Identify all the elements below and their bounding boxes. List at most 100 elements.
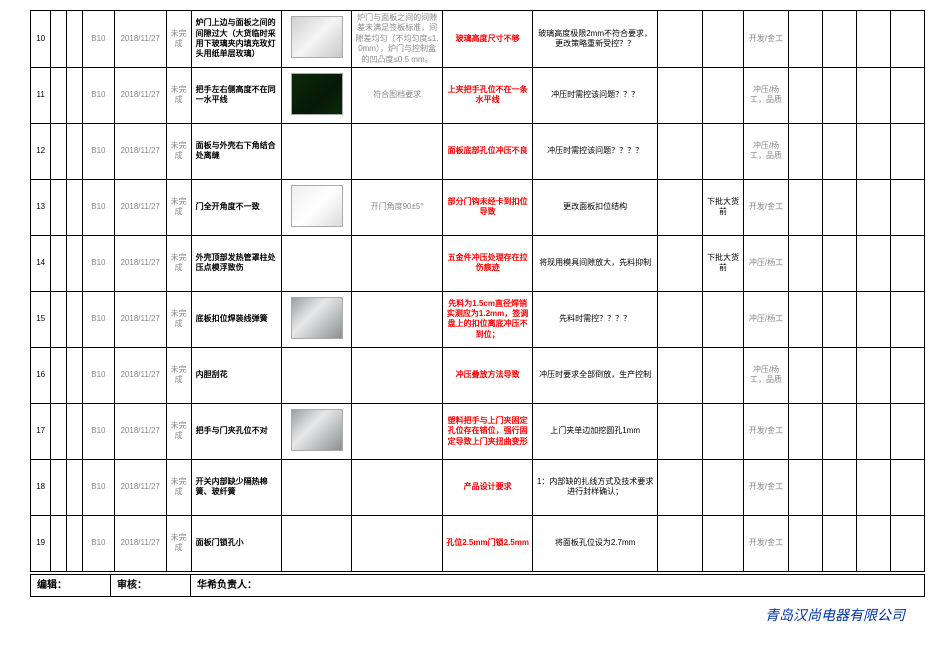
note: 符合图档要求 — [352, 67, 443, 123]
row-number: 17 — [31, 403, 51, 459]
due — [703, 123, 744, 179]
table-row: 19B102018/11/27未完成面板门锁孔小孔位2.5mm门锁2.5mm将面… — [31, 515, 925, 571]
table-row: 14B102018/11/27未完成外壳顶部发热管罩柱处压点模浮致伤五金件冲压处… — [31, 235, 925, 291]
action: 将面板孔位设为2.7mm — [533, 515, 657, 571]
due — [703, 515, 744, 571]
table-row: 10B102018/11/27未完成炉门上边与面板之间的间隙过大（大货临时采用下… — [31, 11, 925, 68]
root-cause: 上夹把手孔位不在一条水平线 — [442, 67, 533, 123]
description: 炉门上边与面板之间的间隙过大（大货临时采用下玻璃夹内填充玫灯头用纸单层玫璃） — [191, 11, 282, 68]
row-number: 19 — [31, 515, 51, 571]
action: 上门夹单边加挖圆孔1mm — [533, 403, 657, 459]
root-cause: 冲压叠放方法导致 — [442, 347, 533, 403]
description: 门全开角度不一致 — [191, 179, 282, 235]
status: 未完成 — [166, 67, 191, 123]
thumbnail-image — [291, 73, 343, 115]
thumbnail-image — [291, 409, 343, 451]
date: 2018/11/27 — [114, 123, 166, 179]
root-cause: 五金件冲压处理存在拉伤痕迹 — [442, 235, 533, 291]
image-cell — [282, 403, 352, 459]
status: 未完成 — [166, 291, 191, 347]
footer-owner: 华希负责人： — [191, 574, 925, 596]
root-cause: 玻璃高度尺寸不够 — [442, 11, 533, 68]
department: 冲压/杨工 — [743, 291, 788, 347]
date: 2018/11/27 — [114, 347, 166, 403]
description: 把手左右侧高度不在同一水平线 — [191, 67, 282, 123]
table-row: 18B102018/11/27未完成开关内部缺少隔热棉簧、玻纤簧产品设计要求1：… — [31, 459, 925, 515]
footer-edit: 编辑： — [31, 574, 111, 596]
status: 未完成 — [166, 235, 191, 291]
description: 把手与门夹孔位不对 — [191, 403, 282, 459]
image-cell — [282, 179, 352, 235]
action: 更改面板扣位结构 — [533, 179, 657, 235]
status: 未完成 — [166, 459, 191, 515]
due — [703, 347, 744, 403]
note — [352, 291, 443, 347]
department: 冲压/杨工 — [743, 235, 788, 291]
note — [352, 515, 443, 571]
description: 面板与外壳右下角结合处离缝 — [191, 123, 282, 179]
thumbnail-image — [291, 297, 343, 339]
due: 下批大货前 — [703, 235, 744, 291]
description: 开关内部缺少隔热棉簧、玻纤簧 — [191, 459, 282, 515]
root-cause: 面板底部孔位冲压不良 — [442, 123, 533, 179]
image-cell — [282, 459, 352, 515]
issues-table: 10B102018/11/27未完成炉门上边与面板之间的间隙过大（大货临时采用下… — [30, 10, 925, 572]
note — [352, 123, 443, 179]
date: 2018/11/27 — [114, 515, 166, 571]
image-cell — [282, 67, 352, 123]
product-code: B10 — [83, 123, 115, 179]
company-name: 青岛汉尚电器有限公司 — [30, 597, 925, 629]
root-cause: 孔位2.5mm门锁2.5mm — [442, 515, 533, 571]
root-cause: 塑料把手与上门夹固定孔位存在错位，强行固定导致上门夹扭曲变形 — [442, 403, 533, 459]
note: 开门角度90±5° — [352, 179, 443, 235]
product-code: B10 — [83, 403, 115, 459]
product-code: B10 — [83, 11, 115, 68]
description: 面板门锁孔小 — [191, 515, 282, 571]
description: 外壳顶部发热管罩柱处压点模浮致伤 — [191, 235, 282, 291]
product-code: B10 — [83, 67, 115, 123]
action: 冲压时需控该问题？？？ — [533, 67, 657, 123]
date: 2018/11/27 — [114, 179, 166, 235]
row-number: 11 — [31, 67, 51, 123]
row-number: 12 — [31, 123, 51, 179]
date: 2018/11/27 — [114, 459, 166, 515]
status: 未完成 — [166, 403, 191, 459]
root-cause: 部分门钩未经卡到扣位导致 — [442, 179, 533, 235]
table-row: 17 B102018/11/27未完成把手与门夹孔位不对 塑料把手与上门夹固定孔位存… — [31, 403, 925, 459]
action: 冲压时需控该问题？？？？ — [533, 123, 657, 179]
department: 开发/金工 — [743, 403, 788, 459]
row-number: 18 — [31, 459, 51, 515]
image-cell — [282, 123, 352, 179]
note — [352, 459, 443, 515]
department: 冲压/杨工，品质 — [743, 67, 788, 123]
due — [703, 459, 744, 515]
product-code: B10 — [83, 459, 115, 515]
row-number: 16 — [31, 347, 51, 403]
status: 未完成 — [166, 11, 191, 68]
status: 未完成 — [166, 515, 191, 571]
table-row: 12 B102018/11/27未完成面板与外壳右下角结合处离缝 面板底部孔位冲压不… — [31, 123, 925, 179]
product-code: B10 — [83, 347, 115, 403]
note: 炉门与面板之间的间隙差未满足签板标准，间隙差均匀（不均匀度≤1.0mm），炉门与… — [352, 11, 443, 68]
note — [352, 235, 443, 291]
image-cell — [282, 11, 352, 68]
date: 2018/11/27 — [114, 291, 166, 347]
date: 2018/11/27 — [114, 403, 166, 459]
footer-table: 编辑： 审核： 华希负责人： — [30, 574, 925, 597]
department: 开发/金工 — [743, 459, 788, 515]
footer-review: 审核： — [111, 574, 191, 596]
product-code: B10 — [83, 291, 115, 347]
product-code: B10 — [83, 179, 115, 235]
table-row: 16B102018/11/27未完成内胆刮花冲压叠放方法导致冲压时要求全部倒放，… — [31, 347, 925, 403]
action: 冲压时要求全部倒放，生产控制 — [533, 347, 657, 403]
department: 开发/金工 — [743, 11, 788, 68]
row-number: 13 — [31, 179, 51, 235]
department: 开发/金工 — [743, 179, 788, 235]
due — [703, 11, 744, 68]
action: 将现用模具间隙放大，先料抑制 — [533, 235, 657, 291]
status: 未完成 — [166, 123, 191, 179]
product-code: B10 — [83, 235, 115, 291]
table-row: 11B102018/11/27未完成把手左右侧高度不在同一水平线符合图档要求上夹… — [31, 67, 925, 123]
due: 下批大货前 — [703, 179, 744, 235]
image-cell — [282, 515, 352, 571]
